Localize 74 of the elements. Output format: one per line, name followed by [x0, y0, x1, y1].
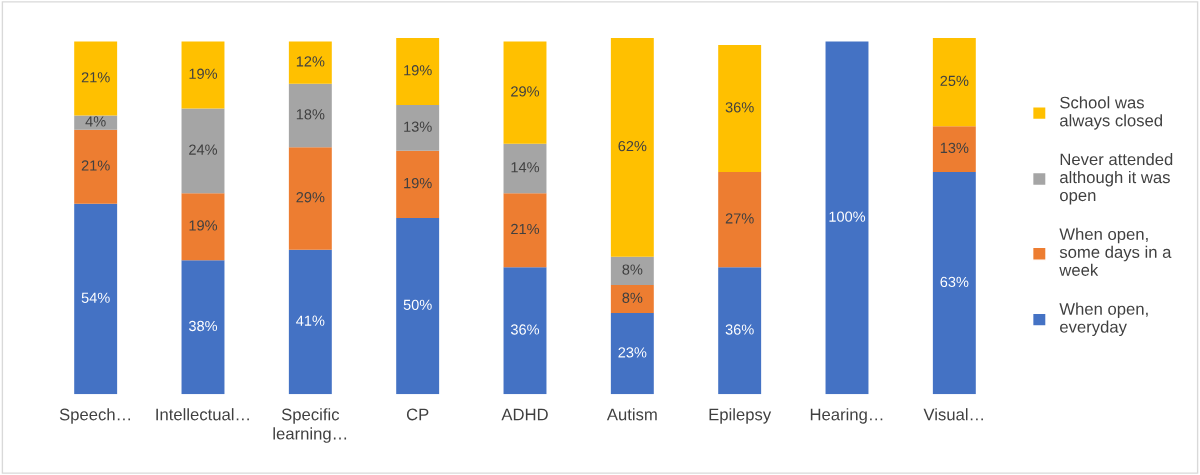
bar — [825, 41, 869, 395]
data-label: 14% — [511, 162, 540, 173]
data-label: 25% — [940, 75, 969, 87]
legend-label: Never attended although it was open — [1060, 153, 1173, 205]
bar — [932, 126, 976, 173]
data-label: 36% — [725, 324, 754, 335]
x-tick-label: Autism — [606, 408, 657, 421]
data-label: 38% — [188, 320, 218, 332]
data-label: 27% — [725, 213, 754, 224]
data-label: 36% — [725, 102, 754, 113]
bar — [396, 38, 440, 106]
bar — [503, 41, 547, 144]
data-label: 21% — [511, 223, 540, 235]
data-label: 29% — [296, 192, 325, 203]
x-tick-label: Specific learning… — [273, 408, 347, 443]
bar — [932, 38, 976, 127]
bar — [396, 150, 440, 218]
data-label: 41% — [296, 315, 325, 326]
bar — [396, 105, 440, 151]
data-label: 24% — [189, 144, 218, 155]
data-label: 8% — [622, 292, 643, 303]
data-label: 19% — [404, 177, 432, 189]
x-tick-label: Speech… — [59, 408, 130, 424]
x-tick-label: CP — [406, 408, 429, 421]
bar — [288, 83, 332, 148]
x-tick-label: Epilepsy — [709, 408, 772, 424]
data-label: 13% — [940, 142, 969, 154]
data-label: 4% — [85, 116, 106, 127]
bar — [932, 172, 976, 395]
bar — [181, 193, 225, 261]
bar — [288, 41, 332, 84]
data-label: 21% — [81, 160, 110, 171]
data-label: 19% — [189, 68, 218, 79]
x-tick-label: Visual… — [923, 408, 983, 421]
bar — [718, 45, 762, 173]
bar — [396, 217, 440, 395]
bar — [181, 41, 225, 109]
data-label: 63% — [940, 276, 969, 288]
bar — [288, 249, 332, 395]
bar — [503, 143, 547, 194]
bar — [718, 267, 762, 395]
bar — [610, 284, 654, 314]
bar — [610, 256, 654, 285]
data-label: 8% — [622, 264, 643, 275]
x-tick-label: Intellectual… — [156, 408, 249, 421]
x-tick-label: Hearing… — [810, 408, 883, 424]
data-label: 19% — [404, 65, 432, 76]
data-label: 100% — [829, 211, 866, 222]
data-label: 13% — [404, 121, 432, 132]
bar — [503, 267, 547, 395]
data-label: 12% — [296, 56, 325, 67]
bar — [718, 172, 762, 268]
bar — [610, 313, 654, 395]
data-label: 23% — [618, 347, 647, 358]
legend-label: School was always closed — [1060, 96, 1162, 130]
bar — [181, 260, 225, 395]
data-label: 62% — [618, 140, 647, 152]
x-tick-label: ADHD — [501, 408, 548, 421]
legend-label: When open, some days in a week — [1059, 227, 1172, 276]
data-label: 50% — [403, 299, 432, 310]
bar — [74, 129, 118, 204]
bar — [288, 147, 332, 250]
data-label: 18% — [296, 109, 325, 120]
bar — [74, 203, 118, 395]
bar — [181, 108, 225, 194]
bar — [610, 38, 654, 257]
bar — [74, 41, 118, 116]
data-label: 29% — [511, 86, 540, 97]
data-label: 19% — [189, 220, 218, 231]
data-label: 21% — [81, 72, 110, 83]
data-label: 36% — [510, 324, 540, 335]
legend-label: When open, everyday — [1059, 302, 1148, 337]
data-label: 54% — [81, 292, 110, 303]
bar — [503, 193, 547, 268]
